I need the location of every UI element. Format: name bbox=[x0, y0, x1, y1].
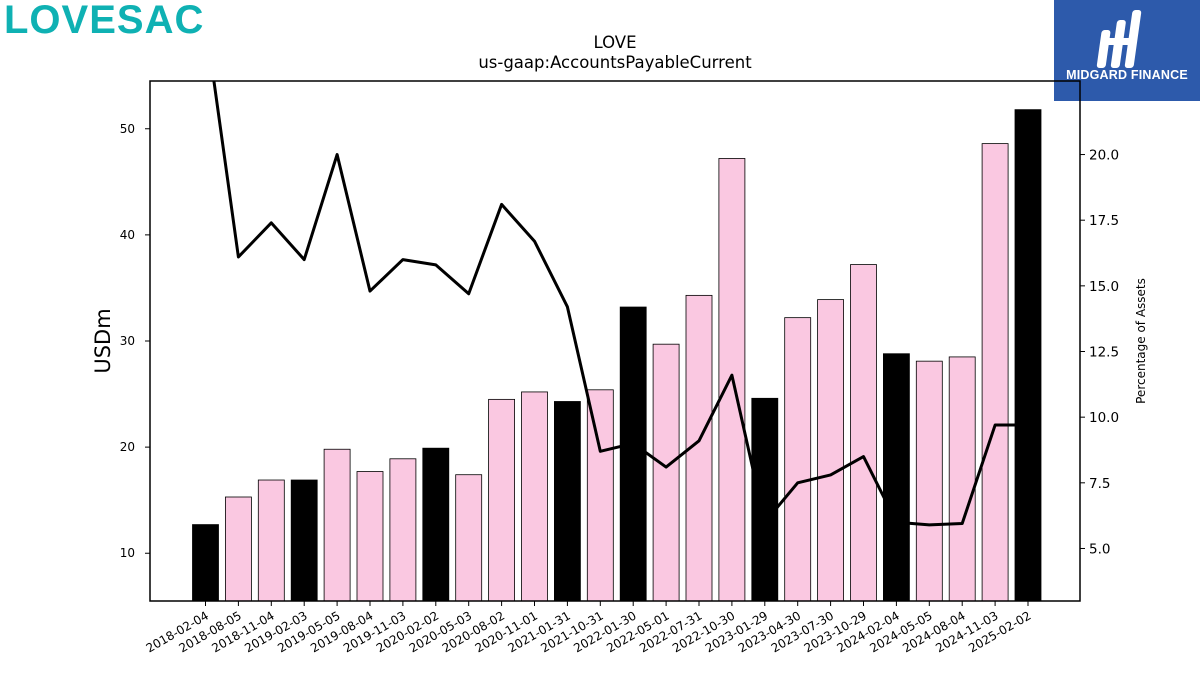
y-tick-label: 50 bbox=[120, 122, 135, 136]
bar-2023-10-29 bbox=[850, 264, 877, 601]
lovesac-logo: LOVESAC bbox=[4, 0, 205, 42]
bar-2019-08-04 bbox=[356, 471, 384, 601]
y-tick-label-right: 5.0 bbox=[1089, 541, 1110, 557]
bar-2018-11-04 bbox=[257, 479, 285, 601]
bar-2024-05-05 bbox=[915, 360, 943, 601]
bars-layer bbox=[192, 109, 1042, 601]
chart-title: LOVE bbox=[593, 33, 636, 52]
bar-2023-01-29 bbox=[751, 397, 779, 601]
bar-2025-02-02 bbox=[1014, 109, 1042, 601]
bar-2024-08-04 bbox=[948, 356, 976, 601]
chart-subtitle: us-gaap:AccountsPayableCurrent bbox=[478, 53, 752, 72]
bar-2021-01-31 bbox=[554, 401, 581, 601]
y-tick-label-right: 12.5 bbox=[1089, 345, 1119, 361]
bar-2020-02-02 bbox=[422, 447, 450, 601]
bar-2024-02-04 bbox=[883, 353, 910, 601]
badge-name: MIDGARD FINANCE bbox=[1066, 68, 1188, 82]
y-tick-label: 40 bbox=[120, 228, 135, 242]
bar-2021-10-31 bbox=[586, 389, 614, 601]
y-tick-label-right: 10.0 bbox=[1089, 410, 1119, 426]
line-layer bbox=[212, 81, 1028, 527]
bar-2018-08-05 bbox=[224, 496, 252, 601]
bar-2022-01-30 bbox=[619, 306, 647, 601]
midgard-finance-badge: MIDGARD FINANCE bbox=[1054, 0, 1200, 101]
y-tick-label-right: 20.0 bbox=[1089, 148, 1119, 164]
y-tick-label: 30 bbox=[120, 334, 135, 348]
y-axis-label: USDm bbox=[91, 308, 115, 373]
bar-2020-11-01 bbox=[521, 391, 548, 601]
bar-2023-04-30 bbox=[784, 317, 812, 601]
bar-2020-05-03 bbox=[455, 474, 483, 601]
y-tick-label-right: 7.5 bbox=[1089, 476, 1110, 492]
bar-2018-02-04 bbox=[192, 524, 219, 601]
percentage-of-assets-line bbox=[212, 81, 1028, 527]
bar-2019-02-03 bbox=[290, 479, 318, 601]
bar-2019-05-05 bbox=[323, 448, 351, 601]
y-tick-label-right: 15.0 bbox=[1089, 279, 1119, 295]
midgard-logo-icon bbox=[1054, 0, 1200, 101]
bar-2019-11-03 bbox=[389, 458, 417, 601]
bar-2024-11-03 bbox=[981, 143, 1009, 601]
y-axis-label-right: Percentage of Assets bbox=[1134, 278, 1148, 404]
y-tick-label: 10 bbox=[120, 546, 135, 560]
y-tick-label-right: 17.5 bbox=[1089, 213, 1119, 229]
y-tick-label: 20 bbox=[120, 440, 135, 454]
bar-2022-05-01 bbox=[652, 343, 680, 601]
bar-2020-08-02 bbox=[488, 398, 516, 601]
bar-2023-07-30 bbox=[817, 299, 844, 601]
